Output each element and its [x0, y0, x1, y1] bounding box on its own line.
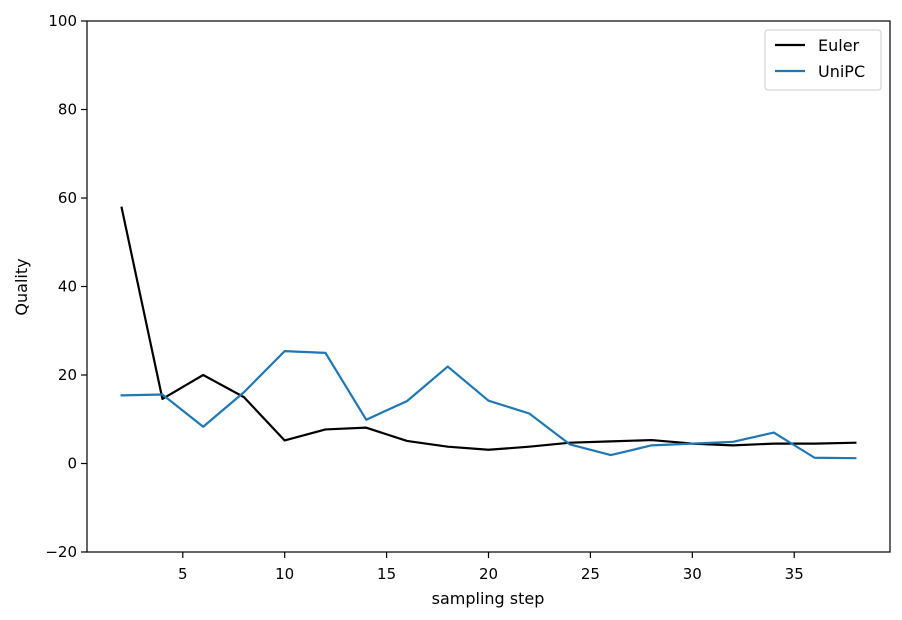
y-axis-label: Quality	[12, 258, 31, 315]
x-axis-ticks: 5 10 15 20 25 30 35	[178, 552, 804, 583]
x-tick-label: 15	[377, 565, 396, 583]
x-axis-label: sampling step	[432, 589, 545, 608]
x-tick-label: 10	[275, 565, 294, 583]
x-tick-label: 20	[479, 565, 498, 583]
y-tick-label: −20	[45, 543, 77, 561]
legend-label-euler: Euler	[818, 36, 860, 55]
y-tick-label: 0	[67, 455, 77, 473]
y-tick-label: 40	[58, 278, 77, 296]
y-tick-label: 100	[48, 12, 77, 30]
legend-label-unipc: UniPC	[818, 62, 865, 81]
plot-frame	[86, 20, 891, 553]
x-tick-label: 30	[683, 565, 702, 583]
x-tick-label: 5	[178, 565, 188, 583]
y-axis-ticks: −20 0 20 40 60 80 100	[45, 12, 87, 561]
y-tick-label: 60	[58, 189, 77, 207]
legend: Euler UniPC	[764, 29, 882, 91]
series-layer	[120, 206, 857, 460]
x-tick-label: 35	[785, 565, 804, 583]
x-tick-label: 25	[581, 565, 600, 583]
y-tick-label: 80	[58, 101, 77, 119]
y-tick-label: 20	[58, 366, 77, 384]
series-line-euler	[120, 206, 857, 451]
series-line-unipc	[120, 350, 857, 460]
